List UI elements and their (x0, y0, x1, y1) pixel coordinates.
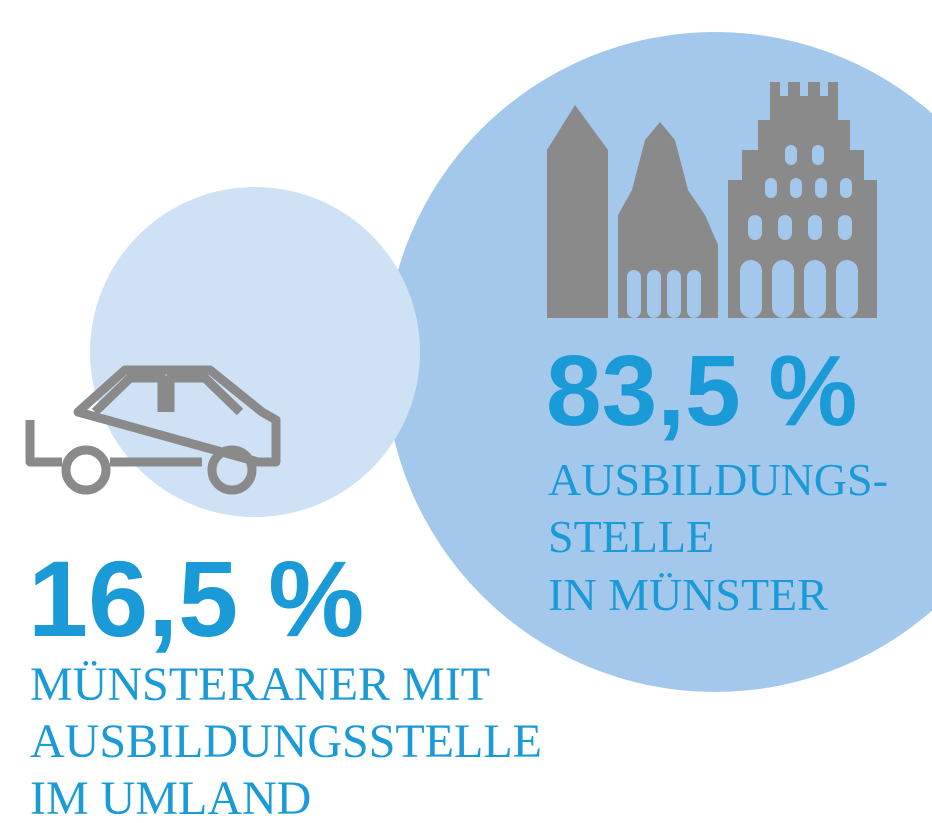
stat-label: IN MÜNSTER (548, 569, 828, 620)
stat-value: 83,5 % (546, 335, 857, 447)
building-icon (547, 82, 877, 318)
stat-label: MÜNSTERANER MIT (30, 658, 490, 711)
car-icon (25, 365, 281, 495)
building-windows (627, 82, 858, 318)
stat-label: AUSBILDUNGS- (548, 454, 888, 505)
stat-label: IM UMLAND (30, 772, 311, 823)
stat-value: 16,5 % (28, 538, 364, 659)
stat-label: STELLE (548, 511, 714, 562)
stat-label: AUSBILDUNGSSTELLE (30, 715, 542, 768)
